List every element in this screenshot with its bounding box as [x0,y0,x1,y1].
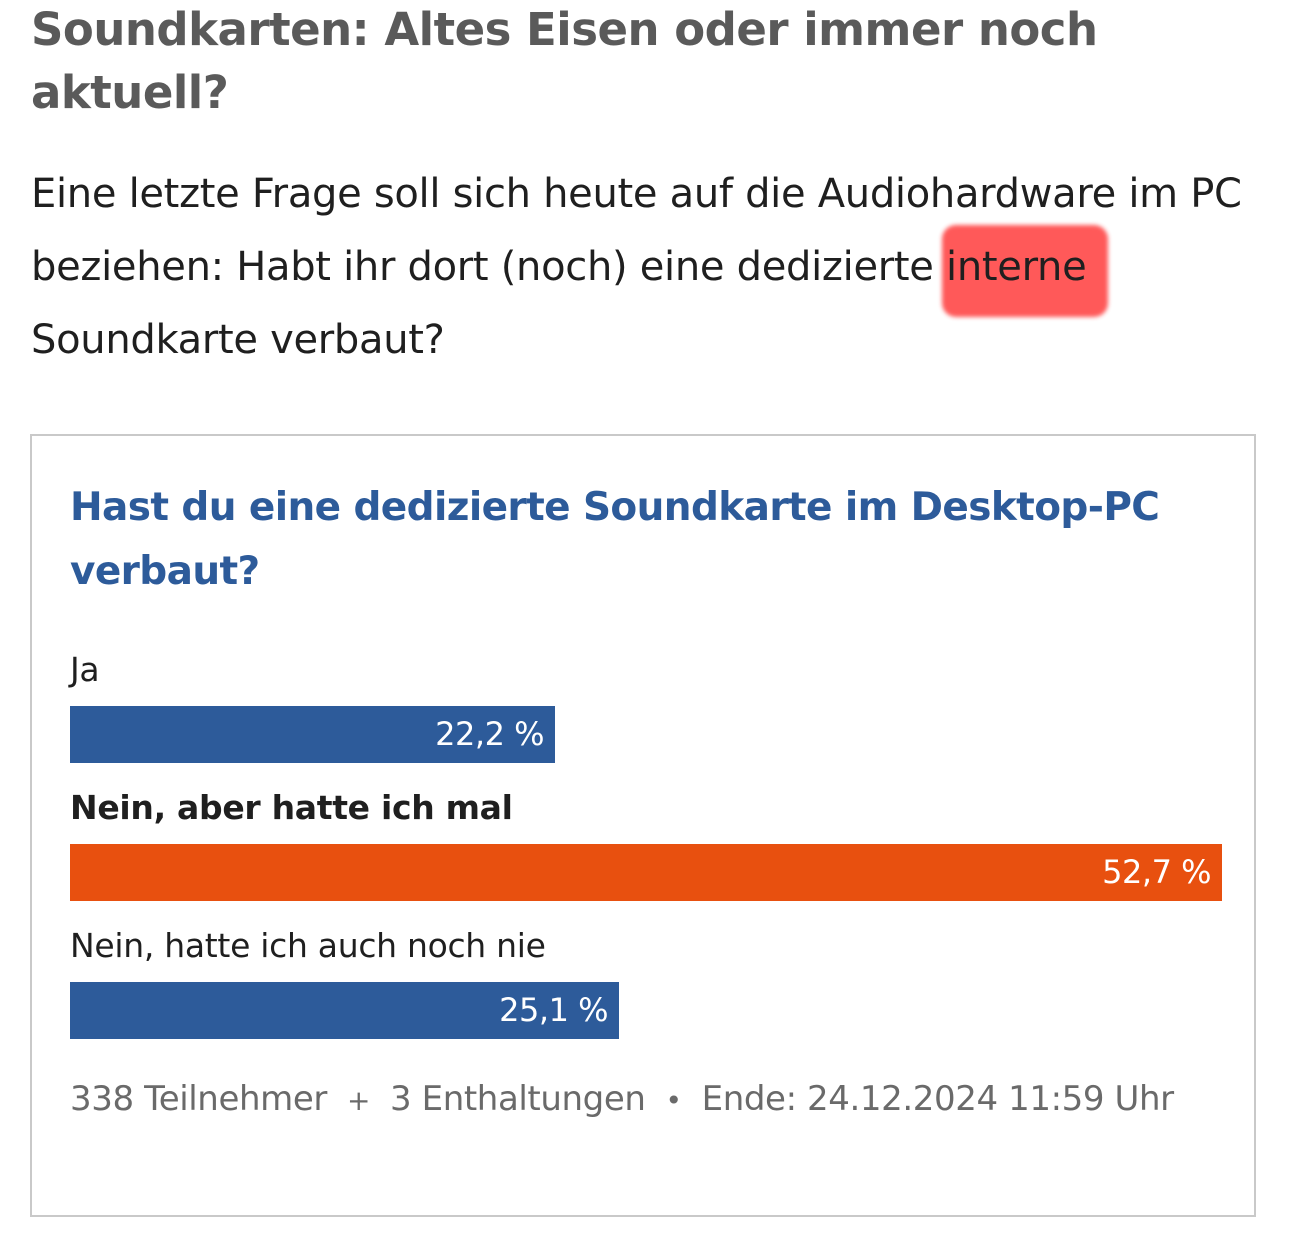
poll-result-percent: 22,2 % [435,715,544,753]
poll-result-bar: 52,7 % [70,844,1222,901]
poll-widget: Hast du eine dedizierte Soundkarte im De… [30,434,1256,1217]
poll-question: Hast du eine dedizierte Soundkarte im De… [70,485,1160,594]
highlight-marker [942,225,1109,317]
poll-option-label: Nein, hatte ich auch noch nie [70,926,546,965]
poll-option-label: Nein, aber hatte ich mal [70,788,513,827]
poll-result-bar: 22,2 % [70,706,555,763]
poll-option-label: Ja [70,650,100,689]
highlighted-word: interne [942,225,1109,317]
participant-count: 338 Teilnehmer [70,1079,327,1119]
poll-option-nein-hatte-ich-auch-noch-nie[interactable]: Nein, hatte ich auch noch nie 25,1 % [70,924,1222,1039]
article-headline: Soundkarten: Altes Eisen oder immer noch… [31,3,1098,119]
highlighted-word-text: interne [946,244,1087,290]
poll-result-percent: 25,1 % [499,991,608,1029]
poll-result-percent: 52,7 % [1102,853,1211,891]
abstention-count: 3 Enthaltungen [390,1079,646,1119]
bullet-separator: • [665,1084,683,1117]
poll-option-nein-aber-hatte-ich-mal[interactable]: Nein, aber hatte ich mal 52,7 % [70,786,1222,901]
article-lead: Eine letzte Frage soll sich heute auf di… [31,158,1261,377]
lead-text-after: Soundkarte verbaut? [31,317,445,363]
poll-option-ja[interactable]: Ja 22,2 % [70,648,1222,763]
lead-text-before: Eine letzte Frage soll sich heute auf di… [31,171,1242,290]
poll-result-bar: 25,1 % [70,982,619,1039]
poll-end-date: Ende: 24.12.2024 11:59 Uhr [701,1079,1174,1119]
plus-separator: + [346,1084,370,1117]
poll-footer: 338 Teilnehmer +3 Enthaltungen • Ende: 24.1… [70,1070,1230,1130]
